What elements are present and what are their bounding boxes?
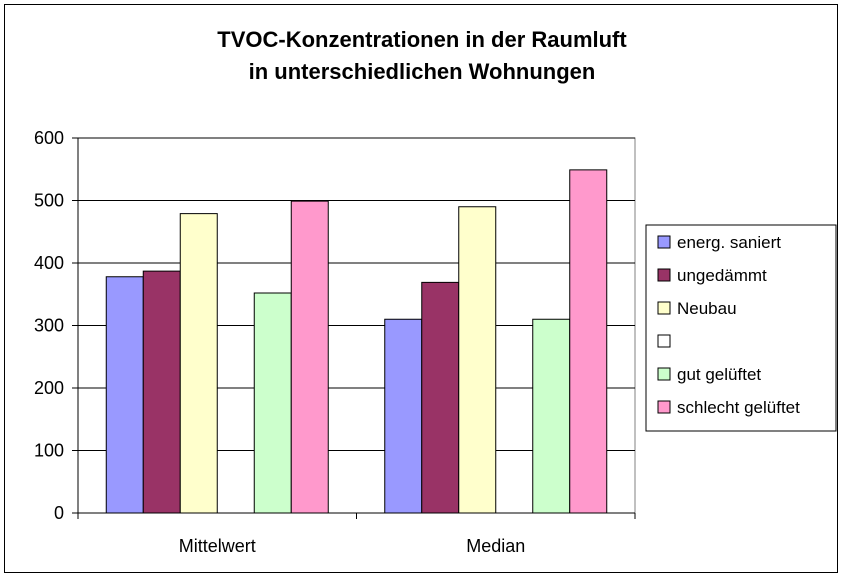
bar xyxy=(290,200,329,514)
legend-swatch xyxy=(657,400,671,414)
legend-label: ungedämmt xyxy=(677,266,767,285)
y-tick-label: 0 xyxy=(54,503,64,523)
bar xyxy=(142,270,181,514)
y-tick-label: 400 xyxy=(34,253,64,273)
bar xyxy=(179,213,218,514)
x-category-label: Mittelwert xyxy=(179,536,256,556)
y-tick-label: 200 xyxy=(34,378,64,398)
legend-swatch xyxy=(657,235,671,249)
chart-title-line-2: in unterschiedlichen Wohnungen xyxy=(249,59,596,84)
legend-swatch xyxy=(657,301,671,315)
bar xyxy=(532,318,571,514)
bar xyxy=(384,318,423,514)
bar xyxy=(458,206,497,514)
legend: energ. saniert ungedämmt Neubau gut gelüfte… xyxy=(645,224,837,432)
bar xyxy=(105,276,144,514)
legend-box xyxy=(645,224,837,432)
bar xyxy=(569,169,608,514)
chart-title: TVOC-Konzentrationen in der Raumluft in … xyxy=(217,27,627,84)
bar xyxy=(253,292,292,514)
legend-swatch xyxy=(657,367,671,381)
y-tick-label: 300 xyxy=(34,316,64,336)
y-tick-label: 600 xyxy=(34,128,64,148)
bar xyxy=(421,281,460,514)
legend-swatch xyxy=(657,334,671,348)
legend-label: schlecht gelüftet xyxy=(677,398,800,417)
legend-label: Neubau xyxy=(677,299,737,318)
x-category-label: Median xyxy=(466,536,525,556)
y-tick-label: 500 xyxy=(34,191,64,211)
chart-title-line-1: TVOC-Konzentrationen in der Raumluft xyxy=(217,27,627,52)
legend-label: gut gelüftet xyxy=(677,365,761,384)
y-tick-label: 100 xyxy=(34,441,64,461)
legend-swatch xyxy=(657,268,671,282)
legend-label: energ. saniert xyxy=(677,233,781,252)
plot-area: 0 100 200 300 400 500 600 Mittelwert Median xyxy=(34,128,636,556)
